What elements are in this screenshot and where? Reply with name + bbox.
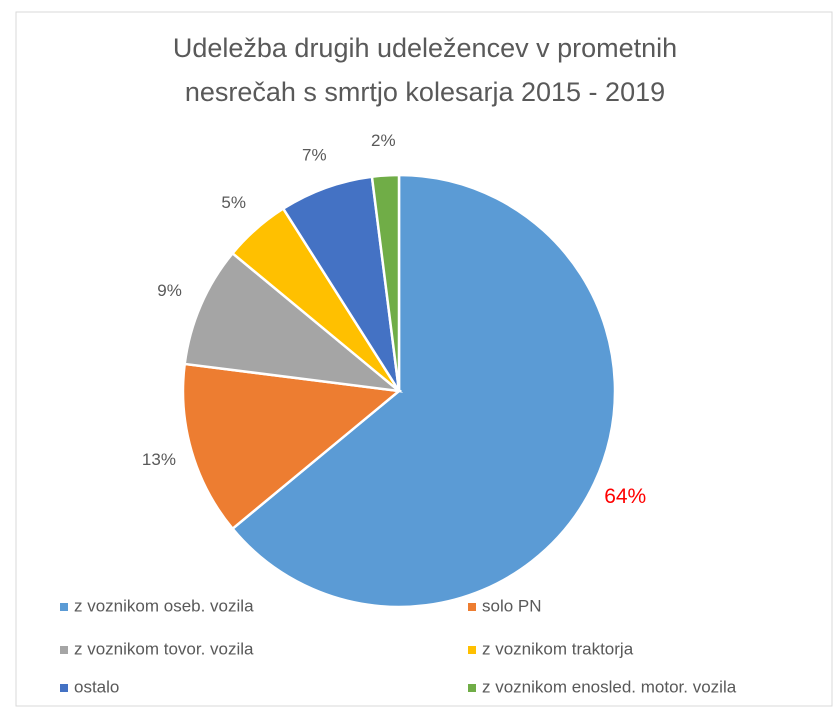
pie-slice — [370, 173, 401, 392]
legend-label: z voznikom oseb. vozila — [74, 596, 254, 615]
legend-label: z voznikom tovor. vozila — [74, 639, 254, 658]
data-label: 7% — [302, 145, 327, 164]
data-label: 5% — [221, 193, 246, 212]
legend-label: ostalo — [74, 677, 119, 696]
legend-marker — [60, 603, 68, 611]
chart-title: Udeležba drugih udeležencev v prometnih — [173, 33, 677, 63]
pie-slice — [181, 362, 403, 531]
data-label: 2% — [371, 131, 396, 150]
chart-title: nesrečah s smrtjo kolesarja 2015 - 2019 — [185, 77, 665, 107]
legend-marker — [468, 603, 476, 611]
legend-marker — [60, 684, 68, 692]
data-label: 13% — [142, 450, 176, 469]
legend-label: solo PN — [482, 596, 542, 615]
data-label: 9% — [157, 281, 182, 300]
legend-label: z voznikom traktorja — [482, 639, 634, 658]
legend-marker — [60, 646, 68, 654]
legend-label: z voznikom enosled. motor. vozila — [482, 677, 737, 696]
legend-marker — [468, 684, 476, 692]
data-label: 64% — [604, 485, 646, 508]
legend-marker — [468, 646, 476, 654]
pie-slice — [230, 173, 617, 609]
pie-slice — [183, 251, 404, 393]
